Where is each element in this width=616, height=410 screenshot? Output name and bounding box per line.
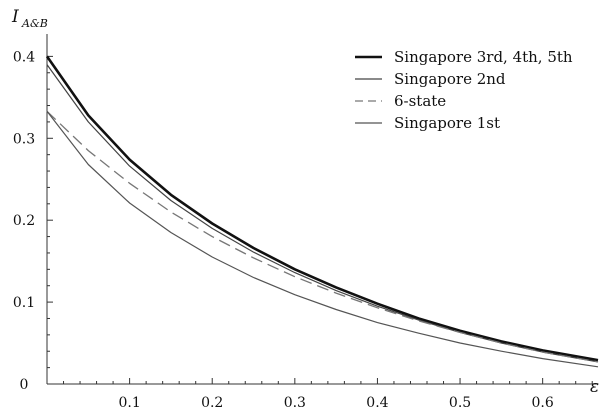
- series-lines: [45, 55, 599, 368]
- series-line-3: [46, 110, 599, 368]
- x-tick-label: 0.3: [284, 395, 306, 410]
- series-line-0: [45, 55, 599, 362]
- series-line-1: [46, 64, 599, 363]
- y-axis-label-subscript: A&B: [21, 17, 48, 30]
- legend: Singapore 3rd, 4th, 5th Singapore 2nd 6-st…: [355, 48, 573, 132]
- legend-label-2: 6-state: [394, 92, 446, 110]
- x-tick-label: 0.2: [201, 395, 223, 410]
- x-tick-label: 0.4: [366, 395, 388, 410]
- y-tick-label: 0.1: [13, 295, 35, 311]
- legend-label-3: Singapore 1st: [394, 114, 500, 132]
- legend-label-1: Singapore 2nd: [394, 70, 506, 88]
- x-axis-label: ε: [590, 377, 599, 397]
- axes: [46, 34, 598, 385]
- y-axis-label: I: [11, 7, 19, 27]
- x-tick-label: 0.6: [532, 395, 554, 410]
- series-line-2: [46, 110, 599, 363]
- x-tick-label: 0.1: [118, 395, 140, 410]
- y-tick-label: 0: [20, 377, 29, 393]
- x-tick-label: 0.5: [449, 395, 471, 410]
- y-tick-label: 0.4: [13, 49, 35, 65]
- y-tick-label: 0.3: [13, 131, 35, 147]
- y-tick-label: 0.2: [13, 213, 35, 229]
- ticks: 0.1 0.2 0.3 0.4 0.5 0.6 0 0.1 0.2 0.3 0.4: [13, 49, 593, 410]
- legend-label-0: Singapore 3rd, 4th, 5th: [394, 48, 573, 66]
